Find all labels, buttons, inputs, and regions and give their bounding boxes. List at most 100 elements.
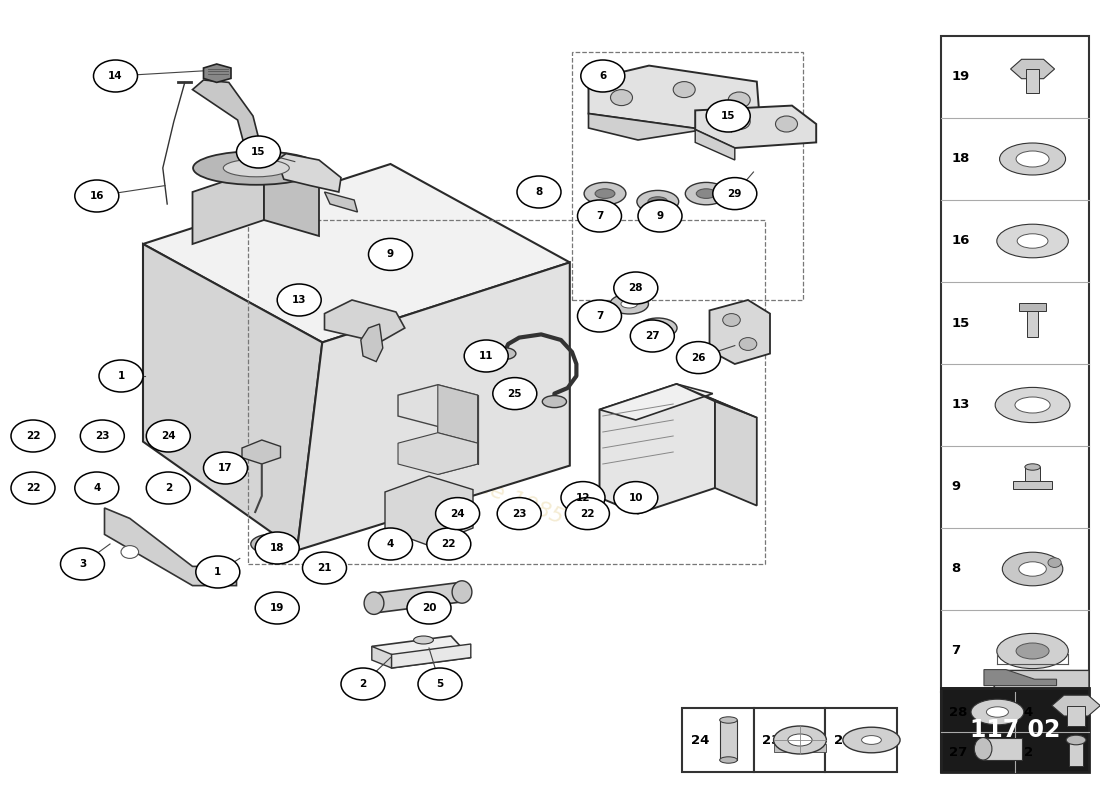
Polygon shape bbox=[297, 262, 570, 550]
Text: 22: 22 bbox=[25, 483, 41, 493]
Circle shape bbox=[75, 180, 119, 212]
Text: 2: 2 bbox=[360, 679, 366, 689]
Circle shape bbox=[638, 200, 682, 232]
Text: 22: 22 bbox=[25, 431, 41, 441]
Text: 19: 19 bbox=[952, 70, 970, 83]
Polygon shape bbox=[104, 508, 236, 586]
Text: 24: 24 bbox=[161, 431, 176, 441]
Circle shape bbox=[673, 82, 695, 98]
Polygon shape bbox=[143, 164, 570, 342]
Polygon shape bbox=[719, 720, 737, 760]
Ellipse shape bbox=[975, 738, 992, 760]
Circle shape bbox=[427, 528, 471, 560]
Polygon shape bbox=[385, 476, 473, 546]
Text: 7: 7 bbox=[596, 311, 603, 321]
Text: 8: 8 bbox=[536, 187, 542, 197]
Polygon shape bbox=[398, 385, 477, 426]
Text: 28: 28 bbox=[949, 706, 968, 718]
Text: 1: 1 bbox=[118, 371, 124, 381]
Polygon shape bbox=[600, 384, 715, 514]
Ellipse shape bbox=[595, 189, 615, 198]
Polygon shape bbox=[1011, 59, 1055, 78]
Circle shape bbox=[464, 340, 508, 372]
Circle shape bbox=[630, 320, 674, 352]
Polygon shape bbox=[372, 646, 392, 668]
Circle shape bbox=[436, 498, 480, 530]
Ellipse shape bbox=[719, 717, 737, 723]
Polygon shape bbox=[143, 244, 322, 550]
Ellipse shape bbox=[1066, 735, 1086, 745]
Polygon shape bbox=[1025, 467, 1041, 481]
Ellipse shape bbox=[1000, 143, 1066, 175]
Text: 9: 9 bbox=[387, 250, 394, 259]
Circle shape bbox=[614, 272, 658, 304]
Polygon shape bbox=[372, 636, 471, 668]
Text: 14: 14 bbox=[108, 71, 123, 81]
Text: 7: 7 bbox=[952, 645, 960, 658]
Polygon shape bbox=[438, 416, 477, 474]
Text: 15: 15 bbox=[952, 317, 970, 330]
Ellipse shape bbox=[861, 736, 881, 744]
Polygon shape bbox=[204, 64, 231, 82]
Ellipse shape bbox=[987, 707, 1009, 717]
Text: a passion for parts since 1985: a passion for parts since 1985 bbox=[248, 384, 566, 528]
Text: 117 02: 117 02 bbox=[969, 718, 1060, 742]
Circle shape bbox=[565, 498, 609, 530]
Polygon shape bbox=[1027, 303, 1038, 338]
Polygon shape bbox=[1020, 303, 1046, 311]
Text: 13: 13 bbox=[952, 398, 970, 411]
Bar bbox=[940, 688, 1089, 772]
Circle shape bbox=[206, 571, 223, 584]
Ellipse shape bbox=[1016, 151, 1049, 167]
Text: 8: 8 bbox=[952, 562, 960, 575]
Circle shape bbox=[776, 116, 798, 132]
Circle shape bbox=[497, 498, 541, 530]
Text: 5: 5 bbox=[437, 679, 443, 689]
Ellipse shape bbox=[719, 757, 737, 763]
Circle shape bbox=[1048, 558, 1062, 567]
Ellipse shape bbox=[997, 634, 1068, 669]
Polygon shape bbox=[324, 300, 405, 342]
Ellipse shape bbox=[638, 318, 676, 338]
Polygon shape bbox=[264, 168, 319, 236]
Circle shape bbox=[255, 532, 299, 564]
Circle shape bbox=[561, 482, 605, 514]
Circle shape bbox=[75, 472, 119, 504]
Circle shape bbox=[723, 314, 740, 326]
Ellipse shape bbox=[1015, 397, 1050, 413]
Polygon shape bbox=[983, 670, 1056, 686]
Text: 19: 19 bbox=[270, 603, 285, 613]
Ellipse shape bbox=[649, 324, 666, 332]
Text: 17: 17 bbox=[218, 463, 233, 473]
Polygon shape bbox=[1069, 740, 1082, 766]
Circle shape bbox=[277, 284, 321, 316]
Ellipse shape bbox=[542, 396, 566, 408]
Text: 22: 22 bbox=[834, 734, 852, 746]
Circle shape bbox=[578, 300, 621, 332]
Polygon shape bbox=[588, 114, 704, 140]
Polygon shape bbox=[1026, 69, 1039, 93]
Bar bbox=[754, 708, 825, 772]
Text: 29: 29 bbox=[727, 189, 742, 198]
Text: 25: 25 bbox=[507, 389, 522, 398]
Polygon shape bbox=[392, 644, 471, 668]
Bar bbox=[682, 708, 754, 772]
Polygon shape bbox=[277, 154, 341, 192]
Text: 2: 2 bbox=[165, 483, 172, 493]
Circle shape bbox=[517, 176, 561, 208]
Text: 27: 27 bbox=[949, 746, 968, 758]
Polygon shape bbox=[773, 744, 826, 752]
Ellipse shape bbox=[1002, 552, 1063, 586]
Circle shape bbox=[610, 90, 632, 106]
Bar bbox=[940, 36, 1089, 692]
Circle shape bbox=[196, 556, 240, 588]
Ellipse shape bbox=[492, 347, 516, 359]
Circle shape bbox=[255, 592, 299, 624]
Text: 18: 18 bbox=[952, 153, 970, 166]
Ellipse shape bbox=[685, 182, 727, 205]
Text: 6: 6 bbox=[600, 71, 606, 81]
Text: 22: 22 bbox=[580, 509, 595, 518]
Polygon shape bbox=[940, 670, 1089, 688]
Polygon shape bbox=[372, 582, 464, 613]
Circle shape bbox=[713, 178, 757, 210]
